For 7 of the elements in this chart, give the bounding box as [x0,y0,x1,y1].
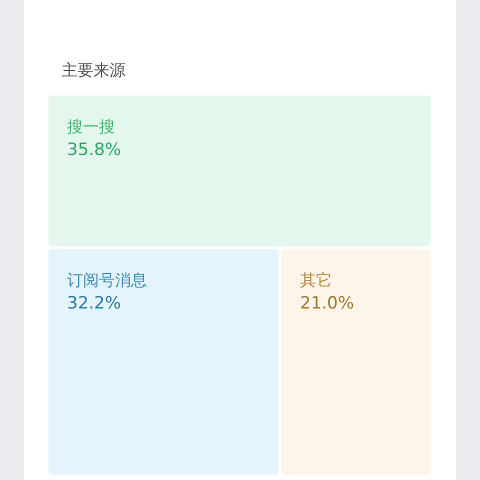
category-label: 其它 [300,270,332,290]
text: 主要来源 [62,60,126,80]
data-label: 21.0% [300,294,354,314]
category-label: 订阅号消息 [67,270,147,290]
data-label: 32.2% [67,294,122,314]
data-label: 35.8% [67,140,122,160]
category-label: 搜一搜 [67,117,115,136]
